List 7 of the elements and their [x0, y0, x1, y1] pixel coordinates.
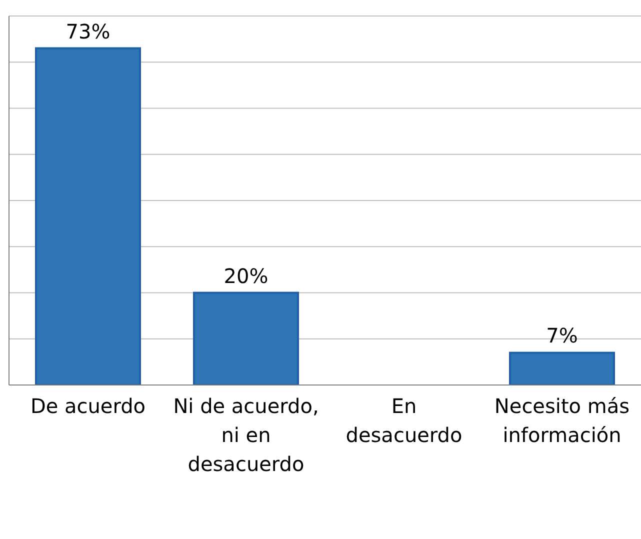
x-tick-label: De acuerdo: [30, 394, 146, 418]
x-tick-label: Necesito más información: [494, 394, 630, 448]
x-tick-label: En desacuerdo: [346, 394, 462, 448]
data-label: 20%: [224, 264, 268, 288]
data-label: 73%: [66, 19, 110, 44]
x-tick-label: Ni de acuerdo, ni en desacuerdo: [173, 394, 319, 476]
data-label: 7%: [546, 324, 578, 348]
